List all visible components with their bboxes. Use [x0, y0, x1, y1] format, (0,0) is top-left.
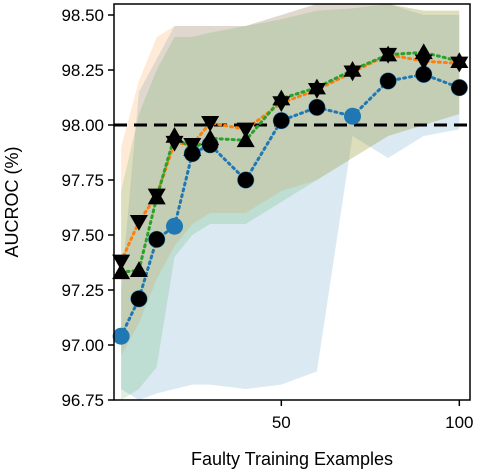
overlay-point-11 — [380, 73, 397, 89]
series-3-point-12 — [414, 43, 433, 60]
y-tick-label-2: 97.00 — [61, 336, 104, 355]
overlay-point-13 — [451, 79, 468, 96]
x-tick-label-1: 50 — [272, 413, 291, 432]
y-tick-label-5: 97.75 — [61, 171, 104, 190]
confidence-bands — [121, 4, 460, 400]
series-2-point-6 — [201, 116, 220, 132]
x-axis-label: Faulty Training Examples — [191, 449, 393, 469]
y-tick-label-1: 96.75 — [61, 391, 104, 410]
series-3-point-10 — [343, 61, 362, 77]
series-2-point-1 — [112, 254, 131, 271]
axis-ticks: 96.75 97.00 97.25 97.50 97.75 98.00 98.25 98.50… — [61, 6, 473, 432]
overlay-point-9 — [308, 99, 325, 116]
series-3-point-11 — [379, 45, 398, 62]
series-3-point-2 — [129, 261, 148, 277]
overlay-point-6 — [202, 136, 219, 153]
plot-border — [113, 3, 471, 401]
overlay-point-8 — [273, 112, 290, 129]
series-3-point-13 — [450, 52, 469, 68]
plot-frame — [113, 3, 471, 401]
series-3-point-1 — [112, 263, 131, 280]
overlay-point-2 — [130, 290, 147, 307]
y-tick-label-6: 98.00 — [61, 116, 104, 135]
x-tick-label-2: 100 — [445, 413, 473, 432]
series-1-point-1 — [112, 327, 130, 345]
series-1-point-4 — [166, 217, 184, 235]
overlay-point-3 — [148, 231, 165, 248]
series-3-point-9 — [307, 78, 326, 95]
y-tick-label-7: 98.25 — [61, 61, 104, 80]
overlay-point-7 — [237, 172, 254, 188]
series-3-point-3 — [147, 188, 166, 205]
series-2-point-2 — [129, 215, 148, 231]
series-3-point-8 — [272, 89, 291, 106]
y-tick-label-3: 97.25 — [61, 281, 104, 300]
series-3-point-7 — [236, 131, 255, 148]
confidence-band-series-2 — [121, 4, 460, 356]
confidence-band-series-1 — [121, 4, 460, 400]
y-tick-label-8: 98.50 — [61, 6, 104, 25]
y-axis-label: AUCROC (%) — [2, 147, 22, 258]
series-2-point-7 — [236, 122, 255, 139]
series-1-point-10 — [344, 107, 362, 125]
overlay-point-12 — [415, 66, 432, 83]
confidence-band-series-3 — [121, 4, 460, 400]
series-markers — [112, 43, 469, 345]
overlay-point-5 — [184, 145, 201, 162]
y-tick-label-4: 97.50 — [61, 226, 104, 245]
series-3-point-4 — [165, 127, 184, 143]
